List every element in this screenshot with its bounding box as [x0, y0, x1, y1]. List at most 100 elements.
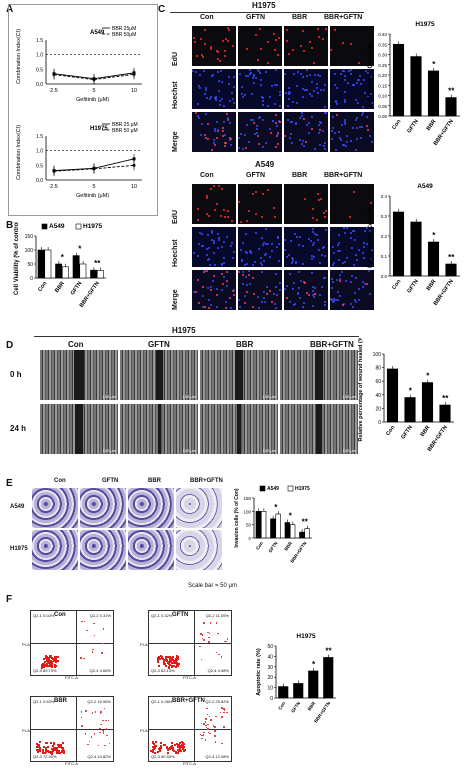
bar [260, 511, 267, 539]
cell-nucleus [255, 34, 257, 36]
cell-nucleus [258, 117, 260, 119]
cell-nucleus [350, 237, 352, 239]
event-dot [157, 660, 160, 663]
cell-nucleus [334, 73, 336, 75]
scale-label: 100 μm [342, 394, 356, 399]
quadrant-divider-h [149, 729, 231, 730]
event-dot [215, 651, 218, 654]
cell-nucleus [211, 232, 213, 234]
event-dot [54, 660, 57, 663]
cell-nucleus [257, 135, 259, 137]
invasion-image [80, 530, 126, 570]
cell-nucleus [229, 139, 231, 141]
cell-nucleus [298, 244, 300, 246]
cell-nucleus [336, 87, 338, 89]
event-dot [215, 715, 217, 718]
significance-mark: * [426, 372, 430, 381]
cell-nucleus [206, 195, 208, 197]
bar [293, 683, 304, 699]
cell-nucleus [212, 280, 214, 282]
chart-b: 0 50 100 150 Cell Viability (% of control) Co… [14, 222, 106, 309]
event-dot [174, 661, 177, 664]
cell-nucleus [345, 145, 347, 147]
cell-nucleus [356, 82, 358, 84]
cell-nucleus [246, 284, 248, 286]
event-dot [214, 741, 217, 743]
bar [278, 686, 289, 699]
x-tick-label: Con [37, 280, 48, 293]
event-dot [175, 655, 178, 658]
event-dot [88, 740, 91, 743]
y-axis-label: EdU-positive Cells (%) [368, 43, 374, 107]
bar [284, 522, 291, 539]
cell-nucleus [204, 93, 206, 95]
bar [72, 255, 80, 279]
cell-nucleus [359, 75, 361, 77]
x-tick-label: Con [391, 118, 402, 131]
event-dot [45, 663, 48, 666]
wound-gap [235, 350, 243, 400]
cell-nucleus [314, 233, 316, 235]
cell-nucleus [333, 298, 335, 300]
cell-nucleus [291, 262, 293, 264]
cell-nucleus [260, 48, 262, 50]
cell-nucleus [346, 257, 348, 259]
cell-nucleus [343, 70, 345, 72]
event-dot [175, 659, 178, 662]
event-dot [201, 637, 204, 640]
event-dot [80, 657, 82, 659]
cell-nucleus [255, 191, 257, 193]
cell-nucleus [244, 94, 246, 96]
event-dot [173, 744, 176, 747]
cell-nucleus [355, 301, 357, 303]
event-dot [85, 710, 87, 712]
cell-nucleus [334, 29, 336, 31]
row-label: 24 h [10, 424, 27, 433]
cell-nucleus [224, 55, 226, 57]
panel-c-h1975-title: H1975 [252, 1, 276, 10]
cell-nucleus [213, 275, 215, 277]
panel-e-scale-bar: Scale bar = 50 μm [188, 583, 237, 589]
cell-nucleus [362, 286, 364, 288]
cell-nucleus [261, 264, 263, 266]
legend-label: H1975 [295, 486, 310, 492]
cell-nucleus [248, 141, 250, 143]
event-dot [177, 749, 180, 752]
cell-nucleus [214, 144, 216, 146]
cell-nucleus [217, 129, 219, 131]
event-dot [108, 742, 111, 745]
cell-nucleus [312, 217, 314, 219]
micrograph-hoechst [238, 227, 282, 267]
quadrant-label: Q2-3 89.73% [33, 668, 57, 673]
bar [421, 382, 434, 423]
cell-nucleus [322, 247, 324, 249]
cell-nucleus [216, 137, 218, 139]
event-dot [171, 745, 174, 748]
wound-gap [315, 350, 323, 400]
bar [37, 249, 45, 279]
event-dot [35, 742, 38, 745]
cell-nucleus [285, 92, 287, 94]
y-tick-label: 0.0 [36, 82, 43, 88]
event-dot [173, 661, 176, 664]
y-tick-label: 1.0 [36, 53, 43, 59]
cell-nucleus [303, 145, 305, 147]
cell-nucleus [269, 290, 271, 292]
y-tick-label: 0.5 [36, 163, 43, 169]
event-dot [162, 659, 165, 662]
event-dot [102, 732, 105, 735]
cell-nucleus [223, 276, 225, 278]
cell-nucleus [349, 216, 351, 218]
event-dot [56, 746, 59, 749]
event-dot [37, 743, 40, 746]
cell-nucleus [252, 77, 254, 79]
cell-nucleus [292, 288, 294, 290]
event-dot [105, 728, 108, 730]
cell-nucleus [318, 124, 320, 126]
cell-nucleus [217, 71, 219, 73]
column-label: GFTN [246, 172, 266, 179]
event-dot [165, 665, 168, 668]
cell-nucleus [339, 137, 341, 139]
bar [79, 263, 87, 279]
bar [427, 70, 440, 117]
